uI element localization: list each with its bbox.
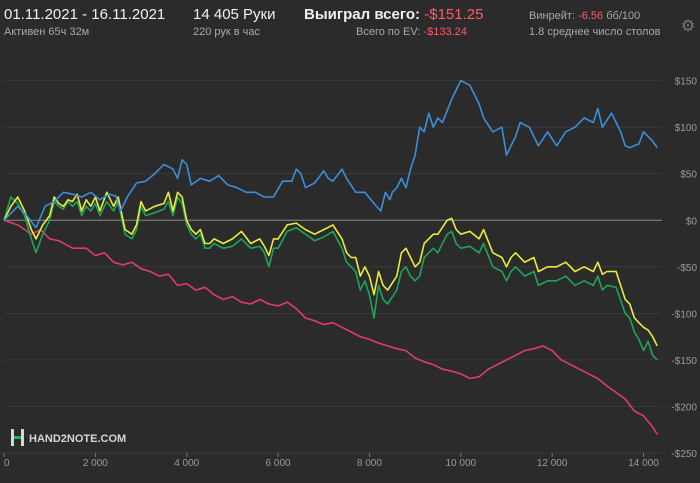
ev-total: Всего по EV: -$133.24 xyxy=(356,26,467,38)
logo: HAND2NOTE.COM xyxy=(11,429,126,446)
hands-per-hour: 220 рук в час xyxy=(193,26,261,38)
winrate-unit: бб/100 xyxy=(606,10,641,22)
x-tick-label: 6 000 xyxy=(266,458,291,469)
series-line-green xyxy=(3,196,658,361)
hands-count: 14 405 Руки xyxy=(193,6,276,23)
won-total-label: Выиграл всего: xyxy=(304,6,421,23)
won-total: Выиграл всего: -$151.25 xyxy=(304,6,483,23)
series-lines xyxy=(3,79,658,435)
x-tick-label: 14 000 xyxy=(628,458,659,469)
y-tick-label: -$150 xyxy=(671,356,697,367)
y-tick-label: -$200 xyxy=(671,402,697,413)
date-range: 01.11.2021 - 16.11.2021 xyxy=(4,6,166,23)
x-tick-label: 4 000 xyxy=(174,458,199,469)
logo-text: HAND2NOTE.COM xyxy=(29,433,126,445)
active-time: Активен 65ч 32м xyxy=(4,26,90,38)
ev-total-label: Всего по EV: xyxy=(356,26,421,38)
y-tick-label: $150 xyxy=(675,77,698,88)
avg-tables: 1.8 среднее число столов xyxy=(529,26,661,38)
y-tick-label: -$100 xyxy=(671,309,697,320)
series-line-blue xyxy=(3,79,658,229)
x-axis-ticks: 0 2 000 4 000 6 000 8 000 10 000 12 000 14 000 xyxy=(3,453,659,469)
series-line-pink xyxy=(3,219,658,435)
winrate-value: -6.56 xyxy=(578,10,604,22)
stats-header: 01.11.2021 - 16.11.2021 Активен 65ч 32м … xyxy=(0,0,700,62)
gear-icon[interactable]: ⚙ xyxy=(680,18,696,35)
x-tick-label: 10 000 xyxy=(445,458,476,469)
y-tick-label: $50 xyxy=(680,170,697,181)
x-tick-label: 0 xyxy=(4,458,10,469)
x-tick-label: 12 000 xyxy=(537,458,568,469)
y-axis-ticks: $150 $100 $50 $0 -$50 -$100 -$150 -$200 -$250 xyxy=(671,77,697,460)
y-tick-label: $0 xyxy=(686,216,698,227)
won-total-value: -$151.25 xyxy=(424,6,484,23)
series-line-yellow xyxy=(3,191,658,347)
y-tick-label: -$250 xyxy=(671,449,697,460)
logo-icon xyxy=(11,429,24,446)
ev-total-value: -$133.24 xyxy=(423,26,467,38)
x-tick-label: 8 000 xyxy=(357,458,382,469)
winrate: Винрейт: -6.56 бб/100 xyxy=(529,10,640,22)
y-tick-label: $100 xyxy=(675,123,698,134)
winrate-label: Винрейт: xyxy=(529,10,576,22)
y-tick-label: -$50 xyxy=(677,263,697,274)
x-tick-label: 2 000 xyxy=(83,458,108,469)
